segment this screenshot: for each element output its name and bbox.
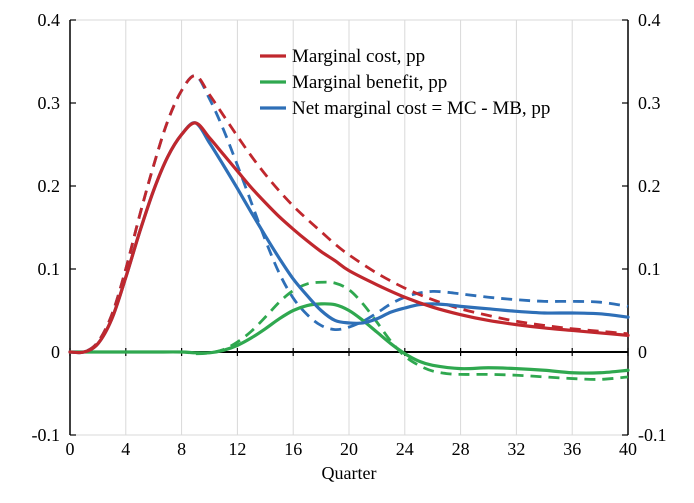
- y-tick-label-right: 0.2: [638, 176, 661, 196]
- x-tick-label: 40: [619, 439, 637, 459]
- x-tick-label: 12: [228, 439, 246, 459]
- y-tick-label-right: 0.3: [638, 93, 661, 113]
- y-tick-label-right: 0: [638, 342, 647, 362]
- x-tick-label: 0: [66, 439, 75, 459]
- legend: Marginal cost, pp Marginal benefit, pp Net…: [260, 46, 550, 119]
- x-tick-label: 16: [284, 439, 302, 459]
- x-tick-label: 20: [340, 439, 358, 459]
- legend-label-2: Net marginal cost = MC - MB, pp: [292, 98, 550, 119]
- axis-ticks: -0.1 -0.10 00.1 0.10.2 0.20.3 0.30.4 0.40 4 8 12 1…: [32, 10, 667, 459]
- y-tick-label-left: 0.2: [38, 176, 61, 196]
- legend-label-0: Marginal cost, pp: [292, 46, 425, 67]
- y-tick-label-left: 0.4: [38, 10, 61, 30]
- series-lines: [68, 74, 630, 381]
- y-tick-label-left: 0.3: [38, 93, 61, 113]
- x-tick-label: 36: [563, 439, 581, 459]
- x-tick-label: 32: [507, 439, 525, 459]
- series-line-0-solid: [68, 121, 630, 355]
- y-tick-label-right: -0.1: [638, 425, 667, 445]
- series-line-1-dashed: [69, 74, 629, 355]
- x-axis-title: Quarter: [322, 463, 377, 483]
- y-tick-label-right: 0.4: [638, 10, 661, 30]
- series-line-2-solid: [68, 302, 630, 375]
- x-tick-label: 4: [121, 439, 130, 459]
- y-tick-label-left: 0: [51, 342, 60, 362]
- y-tick-label-left: 0.1: [38, 259, 61, 279]
- x-tick-label: 24: [396, 439, 414, 459]
- legend-label-1: Marginal benefit, pp: [292, 72, 447, 93]
- series-line-3-dashed: [69, 280, 629, 381]
- x-tick-label: 28: [452, 439, 470, 459]
- y-tick-label-right: 0.1: [638, 259, 661, 279]
- x-tick-label: 8: [177, 439, 186, 459]
- y-tick-label-left: -0.1: [32, 425, 61, 445]
